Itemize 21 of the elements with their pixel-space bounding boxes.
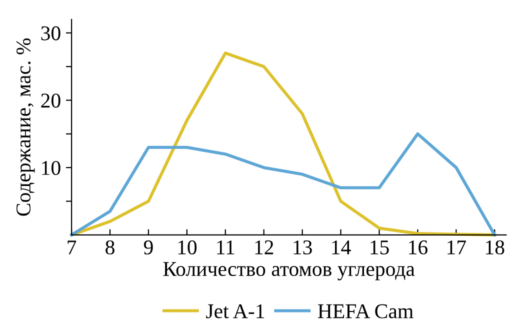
x-tick-label: 15	[370, 240, 389, 254]
y-tick-label: 20	[41, 94, 60, 108]
y-tick-label: 30	[41, 26, 60, 40]
x-tick-label: 9	[144, 240, 153, 254]
y-axis-title: Содержание, мас. %	[16, 38, 35, 216]
x-tick-label: 17	[448, 240, 466, 254]
legend-label: HEFA Cam	[318, 304, 414, 318]
x-tick-label: 16	[409, 240, 428, 254]
x-tick-label: 14	[332, 240, 351, 254]
x-tick-label: 8	[106, 240, 114, 254]
line-series	[70, 132, 496, 236]
x-tick-label: 10	[178, 240, 197, 254]
x-axis-title: Количество атомов углерода	[163, 262, 415, 280]
x-tick-label: 18	[486, 240, 504, 254]
y-tick-label: 10	[42, 160, 60, 175]
x-tick-label: 7	[68, 240, 76, 254]
x-tick-label: 12	[255, 240, 274, 254]
legend-label: Jet A-1	[206, 304, 264, 318]
x-tick-label: 13	[294, 240, 312, 254]
x-tick-label: 11	[217, 240, 234, 254]
line-series	[70, 52, 496, 236]
